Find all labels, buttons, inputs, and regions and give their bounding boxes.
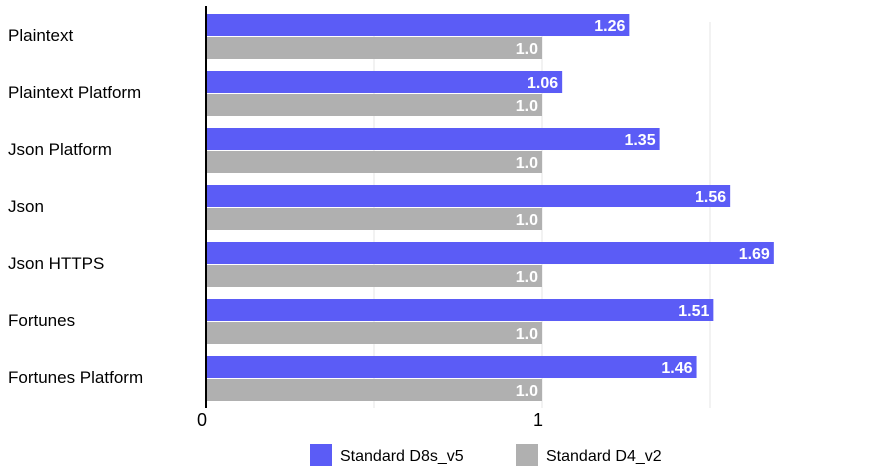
bar-value-label: 1.0 xyxy=(516,41,538,58)
bar-value-label: 1.56 xyxy=(695,189,726,206)
category-label: Fortunes Platform xyxy=(8,368,143,387)
bar-standard-d8s-v5 xyxy=(206,185,731,207)
bar-standard-d4-v2 xyxy=(206,151,542,173)
bar-standard-d4-v2 xyxy=(206,322,542,344)
category-labels: Plaintext Plaintext Platform Json Platform… xyxy=(8,26,143,387)
bar-standard-d8s-v5 xyxy=(206,14,630,36)
bar-standard-d8s-v5 xyxy=(206,299,714,321)
bar-standard-d4-v2 xyxy=(206,37,542,59)
bar-standard-d8s-v5 xyxy=(206,71,563,93)
bar-standard-d4-v2 xyxy=(206,208,542,230)
bar-standard-d4-v2 xyxy=(206,94,542,116)
bar-value-label: 1.69 xyxy=(739,246,770,263)
bar-value-label: 1.06 xyxy=(527,75,558,92)
legend-label: Standard D4_v2 xyxy=(546,448,662,465)
category-label: Json Platform xyxy=(8,140,112,159)
legend-swatch xyxy=(516,444,538,466)
bar-value-label: 1.0 xyxy=(516,326,538,343)
bar-value-label: 1.35 xyxy=(624,132,655,149)
legend-label: Standard D8s_v5 xyxy=(340,448,464,465)
bar-value-label: 1.0 xyxy=(516,98,538,115)
category-label: Json HTTPS xyxy=(8,254,104,273)
bar-value-label: 1.0 xyxy=(516,212,538,229)
category-label: Json xyxy=(8,197,44,216)
x-tick-label: 1 xyxy=(533,410,543,430)
bar-value-labels: 1.26 1.0 1.06 1.0 1.35 1.0 1.56 1.0 1.69 1.0 1.51 1… xyxy=(516,18,770,400)
x-tick-label: 0 xyxy=(197,410,207,430)
bar-value-label: 1.0 xyxy=(516,155,538,172)
bar-standard-d4-v2 xyxy=(206,379,542,401)
bar-value-label: 1.26 xyxy=(594,18,625,35)
bar-value-label: 1.51 xyxy=(678,303,709,320)
bar-value-label: 1.0 xyxy=(516,383,538,400)
bar-value-label: 1.0 xyxy=(516,269,538,286)
bar-value-label: 1.46 xyxy=(661,360,692,377)
legend: Standard D8s_v5 Standard D4_v2 xyxy=(310,444,662,466)
bar-standard-d4-v2 xyxy=(206,265,542,287)
category-label: Fortunes xyxy=(8,311,75,330)
bar-standard-d8s-v5 xyxy=(206,242,774,264)
category-label: Plaintext Platform xyxy=(8,83,141,102)
bar-standard-d8s-v5 xyxy=(206,128,660,150)
bars xyxy=(206,14,774,401)
category-label: Plaintext xyxy=(8,26,73,45)
bar-standard-d8s-v5 xyxy=(206,356,697,378)
legend-swatch xyxy=(310,444,332,466)
